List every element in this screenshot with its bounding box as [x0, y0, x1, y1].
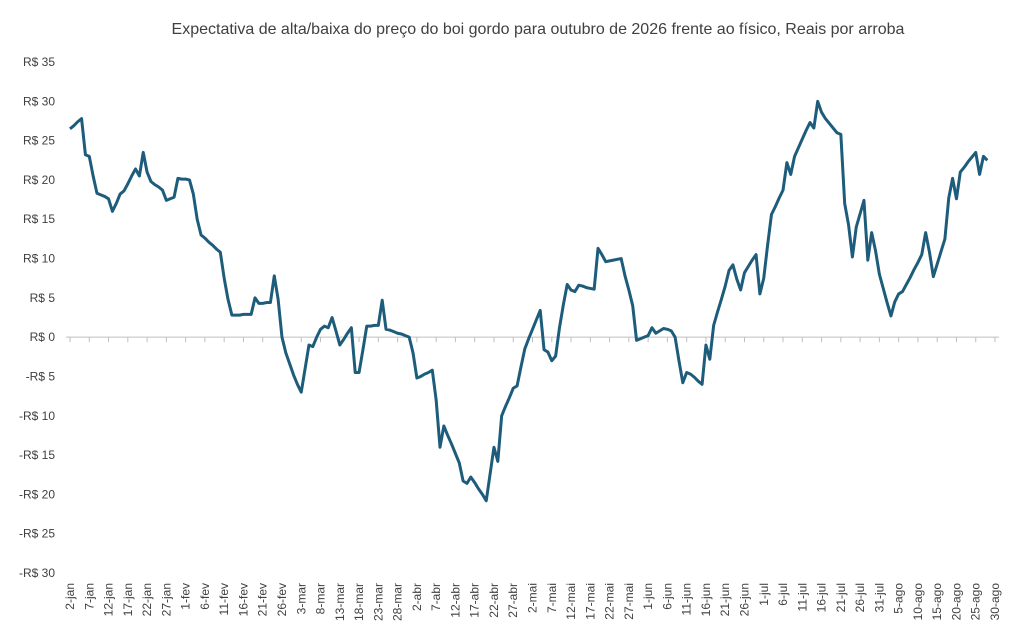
- x-tick-label: 1-jul: [757, 583, 771, 606]
- x-tick-label: 1-fev: [179, 583, 193, 610]
- x-tick-label: 22-mai: [603, 583, 617, 620]
- x-tick-label: 25-ago: [969, 583, 983, 621]
- x-tick-label: 17-jan: [121, 583, 135, 616]
- x-tick-label: 17-mai: [583, 583, 597, 620]
- x-tick-label: 21-fev: [256, 583, 270, 616]
- x-tick-label: 30-ago: [988, 583, 1002, 621]
- y-tick-label: R$ 5: [30, 291, 56, 305]
- x-tick-label: 2-jan: [63, 583, 77, 610]
- x-tick-label: 7-jan: [82, 583, 96, 610]
- y-tick-label: R$ 25: [23, 134, 55, 148]
- x-tick-label: 7-abr: [429, 583, 443, 611]
- x-tick-label: 16-jul: [815, 583, 829, 612]
- x-tick-label: 2-abr: [410, 583, 424, 611]
- x-tick-label: 13-mar: [333, 583, 347, 621]
- x-tick-label: 12-jan: [102, 583, 116, 616]
- x-tick-label: 21-jun: [718, 583, 732, 616]
- x-tick-label: 20-ago: [949, 583, 963, 621]
- x-tick-label: 6-jun: [660, 583, 674, 610]
- x-tick-label: 6-fev: [198, 583, 212, 610]
- x-tick-label: 3-mar: [294, 583, 308, 614]
- y-tick-label: R$ 0: [30, 330, 56, 344]
- y-tick-label: -R$ 30: [19, 566, 55, 580]
- x-tick-label: 11-jul: [795, 583, 809, 611]
- x-tick-label: 8-mar: [314, 583, 328, 614]
- x-tick-label: 27-mai: [622, 583, 636, 620]
- x-tick-label: 26-jul: [853, 583, 867, 612]
- y-tick-label: -R$ 15: [19, 448, 55, 462]
- y-tick-label: -R$ 20: [19, 487, 55, 501]
- x-tick-label: 21-jul: [834, 583, 848, 612]
- y-tick-label: R$ 10: [23, 252, 55, 266]
- x-tick-label: 11-fev: [217, 583, 231, 615]
- x-tick-label: 28-mar: [391, 583, 405, 621]
- y-tick-label: R$ 30: [23, 94, 55, 108]
- x-tick-label: 31-jul: [872, 583, 886, 612]
- x-tick-label: 11-jun: [680, 583, 694, 615]
- x-tick-label: 16-fev: [236, 583, 250, 616]
- chart-title: Expectativa de alta/baixa do preço do bo…: [172, 21, 905, 38]
- x-tick-label: 7-mai: [545, 583, 559, 613]
- x-tick-label: 26-fev: [275, 583, 289, 616]
- x-tick-label: 23-mar: [371, 583, 385, 621]
- x-tick-label: 16-jun: [699, 583, 713, 616]
- x-tick-label: 6-jul: [776, 583, 790, 606]
- x-tick-label: 12-mai: [564, 583, 578, 620]
- x-tick-label: 1-jun: [641, 583, 655, 610]
- line-series: [69, 99, 989, 503]
- x-tick-label: 27-abr: [506, 583, 520, 618]
- x-tick-label: 12-abr: [448, 583, 462, 618]
- y-tick-label: -R$ 5: [26, 369, 56, 383]
- x-tick-label: 2-mai: [526, 583, 540, 613]
- y-tick-label: R$ 35: [23, 55, 55, 69]
- x-tick-label: 26-jun: [737, 583, 751, 616]
- x-tick-label: 27-jan: [159, 583, 173, 616]
- x-tick-label: 5-ago: [892, 583, 906, 614]
- x-tick-label: 22-abr: [487, 583, 501, 618]
- y-tick-label: R$ 20: [23, 173, 55, 187]
- y-tick-label: R$ 15: [23, 212, 55, 226]
- x-tick-label: 10-ago: [911, 583, 925, 621]
- y-tick-label: -R$ 10: [19, 409, 55, 423]
- x-tick-label: 17-abr: [468, 583, 482, 618]
- x-tick-label: 18-mar: [352, 583, 366, 621]
- x-tick-label: 15-ago: [930, 583, 944, 621]
- x-tick-label: 22-jan: [140, 583, 154, 616]
- y-tick-label: -R$ 25: [19, 527, 55, 541]
